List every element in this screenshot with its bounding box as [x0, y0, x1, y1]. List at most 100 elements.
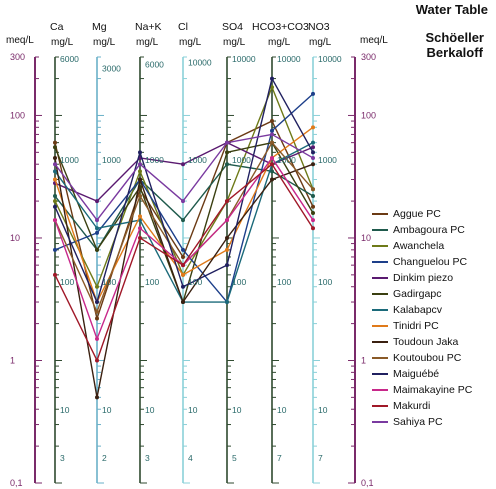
column-mg-tick-label: 10000 [277, 54, 301, 64]
column-mg-tick-label: 1000 [318, 155, 337, 165]
legend-swatch [372, 325, 388, 327]
left-meq-tick-label: 1 [10, 355, 15, 365]
column-mg-tick-label: 100 [60, 277, 74, 287]
legend-label: Awanchela [393, 240, 445, 252]
legend-label: Aggue PC [393, 208, 441, 220]
column-header-Mg: Mg [92, 21, 107, 33]
column-mg-tick-label: 100 [277, 277, 291, 287]
subtitle-line-1: Schöeller [425, 30, 484, 45]
data-point [138, 162, 142, 167]
data-point [270, 169, 274, 174]
right-meq-tick-label: 10 [361, 233, 371, 243]
column-mg-tick-label: 1000 [102, 155, 121, 165]
column-header-HCO3: HCO3+CO3 [252, 21, 309, 33]
data-point [225, 150, 229, 155]
column-mg-tick-label: 10 [145, 405, 155, 415]
legend-swatch [372, 245, 388, 247]
data-point [270, 155, 274, 160]
column-header-NaK: Na+K [135, 21, 162, 33]
data-point [311, 150, 315, 155]
legend-swatch [372, 229, 388, 231]
data-point [311, 187, 315, 192]
data-point [270, 162, 274, 167]
data-point [95, 247, 99, 252]
legend-label: Toudoun Jaka [393, 336, 459, 348]
legend-swatch [372, 293, 388, 295]
column-mg-tick-label: 6000 [145, 60, 164, 70]
data-point [138, 169, 142, 174]
legend-swatch [372, 389, 388, 391]
data-point [95, 226, 99, 231]
column-header-NO3: NO3 [308, 21, 330, 33]
legend-item: Maimakayine PC [372, 382, 472, 398]
legend-item: Kalabapcv [372, 302, 472, 318]
data-point [53, 218, 57, 223]
column-unit-NO3: mg/L [309, 37, 332, 48]
data-point [138, 194, 142, 199]
legend-swatch [372, 213, 388, 215]
legend-item: Maiguébé [372, 366, 472, 382]
data-point [311, 210, 315, 215]
chart-title: Water Table [415, 2, 488, 17]
data-point [53, 204, 57, 209]
legend-swatch [372, 357, 388, 359]
data-point [95, 395, 99, 400]
legend-swatch [372, 261, 388, 263]
column-mg-tick-label: 100 [232, 277, 246, 287]
legend-label: Kalabapcv [393, 304, 443, 316]
data-point [270, 177, 274, 182]
data-point [95, 199, 99, 204]
legend-swatch [372, 373, 388, 375]
data-point [53, 194, 57, 199]
legend-item: Makurdi [372, 398, 472, 414]
legend-swatch [372, 421, 388, 423]
series-line [54, 77, 314, 303]
data-point [53, 272, 57, 277]
data-point [225, 247, 229, 252]
series-line [54, 157, 314, 399]
data-point [53, 162, 57, 167]
data-point [311, 218, 315, 223]
column-mg-tick-label: 1000 [232, 155, 251, 165]
column-mg-tick-label: 100 [318, 277, 332, 287]
series-layer [53, 76, 315, 400]
data-point [53, 140, 57, 145]
column-mg-tick-label: 1000 [145, 155, 164, 165]
legend-swatch [372, 309, 388, 311]
legend-swatch [372, 341, 388, 343]
column-mg-tick-label: 1000 [188, 155, 207, 165]
data-point [225, 218, 229, 223]
data-point [270, 128, 274, 133]
left-meq-tick-label: 0,1 [10, 478, 23, 488]
data-point [53, 169, 57, 174]
left-meq-tick-label: 10 [10, 233, 20, 243]
column-mg-tick-label: 10 [277, 405, 287, 415]
data-point [311, 194, 315, 199]
column-mg-tick-label: 10 [318, 405, 328, 415]
data-point [53, 177, 57, 182]
column-mg-tick-label: 2 [102, 453, 107, 463]
data-point [95, 300, 99, 305]
chart-subtitle: Schöeller Berkaloff [425, 30, 484, 60]
data-point [181, 162, 185, 167]
column-mg-tick-label: 10 [232, 405, 242, 415]
data-point [181, 263, 185, 268]
legend-item: Aggue PC [372, 206, 472, 222]
data-point [225, 300, 229, 305]
right-meq-tick-label: 100 [361, 110, 376, 120]
data-point [181, 199, 185, 204]
legend-swatch [372, 277, 388, 279]
right-meq-tick-label: 0,1 [361, 478, 374, 488]
right-axis-unit: meq/L [360, 35, 388, 46]
data-point [181, 272, 185, 277]
legend-label: Ambagoura PC [393, 224, 465, 236]
column-mg-tick-label: 6000 [60, 54, 79, 64]
data-point [181, 218, 185, 223]
legend-label: Makurdi [393, 400, 431, 412]
legend-item: Dinkim piezo [372, 270, 472, 286]
right-meq-tick-label: 1 [361, 355, 366, 365]
column-mg-tick-label: 10 [188, 405, 198, 415]
column-mg-tick-label: 1000 [277, 155, 296, 165]
data-point [270, 140, 274, 145]
